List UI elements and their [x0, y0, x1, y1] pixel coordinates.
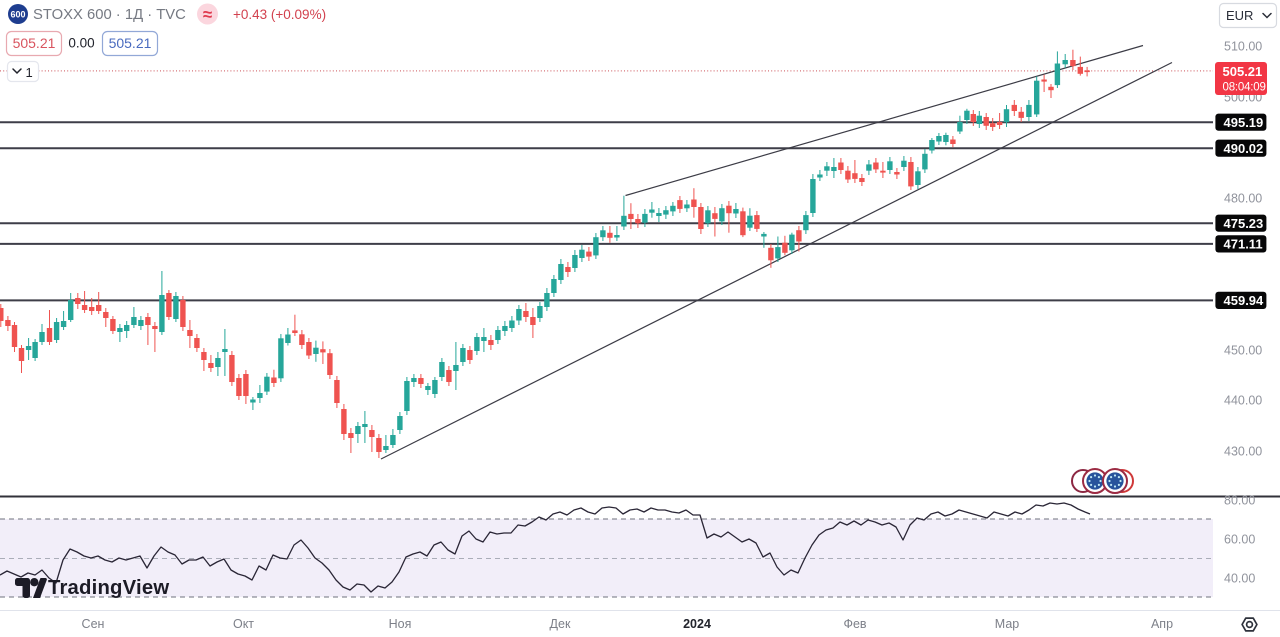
svg-text:Фев: Фев: [843, 617, 866, 631]
svg-text:Окт: Окт: [233, 617, 254, 631]
svg-text:471.11: 471.11: [1224, 237, 1263, 252]
svg-text:1: 1: [26, 65, 33, 80]
svg-text:STOXX 600 · 1Д · TVC: STOXX 600 · 1Д · TVC: [33, 7, 186, 23]
svg-text:08:04:09: 08:04:09: [1223, 81, 1266, 93]
svg-text:EUR: EUR: [1226, 8, 1253, 23]
svg-text:505.21: 505.21: [1223, 64, 1263, 79]
svg-text:≈: ≈: [203, 5, 212, 24]
svg-text:Дек: Дек: [550, 617, 571, 631]
svg-text:80.00: 80.00: [1224, 494, 1255, 508]
svg-text:510.00: 510.00: [1224, 40, 1262, 54]
svg-text:+0.43 (+0.09%): +0.43 (+0.09%): [233, 7, 326, 22]
svg-text:TradingView: TradingView: [48, 577, 169, 599]
svg-text:480.00: 480.00: [1224, 192, 1262, 206]
svg-text:60.00: 60.00: [1224, 533, 1255, 547]
svg-text:40.00: 40.00: [1224, 572, 1255, 586]
svg-text:505.21: 505.21: [109, 35, 152, 51]
svg-text:490.02: 490.02: [1224, 141, 1264, 156]
svg-text:2024: 2024: [683, 617, 711, 631]
svg-text:505.21: 505.21: [13, 35, 56, 51]
svg-text:Сен: Сен: [82, 617, 105, 631]
svg-text:440.00: 440.00: [1224, 394, 1262, 408]
svg-text:0.00: 0.00: [68, 36, 94, 51]
svg-text:600: 600: [10, 10, 25, 20]
svg-text:Ноя: Ноя: [389, 617, 412, 631]
svg-text:495.19: 495.19: [1224, 115, 1264, 130]
svg-text:475.23: 475.23: [1224, 216, 1264, 231]
svg-text:Апр: Апр: [1151, 617, 1173, 631]
svg-text:430.00: 430.00: [1224, 445, 1262, 459]
svg-text:450.00: 450.00: [1224, 344, 1262, 358]
svg-text:Мар: Мар: [995, 617, 1020, 631]
svg-text:459.94: 459.94: [1224, 293, 1265, 308]
